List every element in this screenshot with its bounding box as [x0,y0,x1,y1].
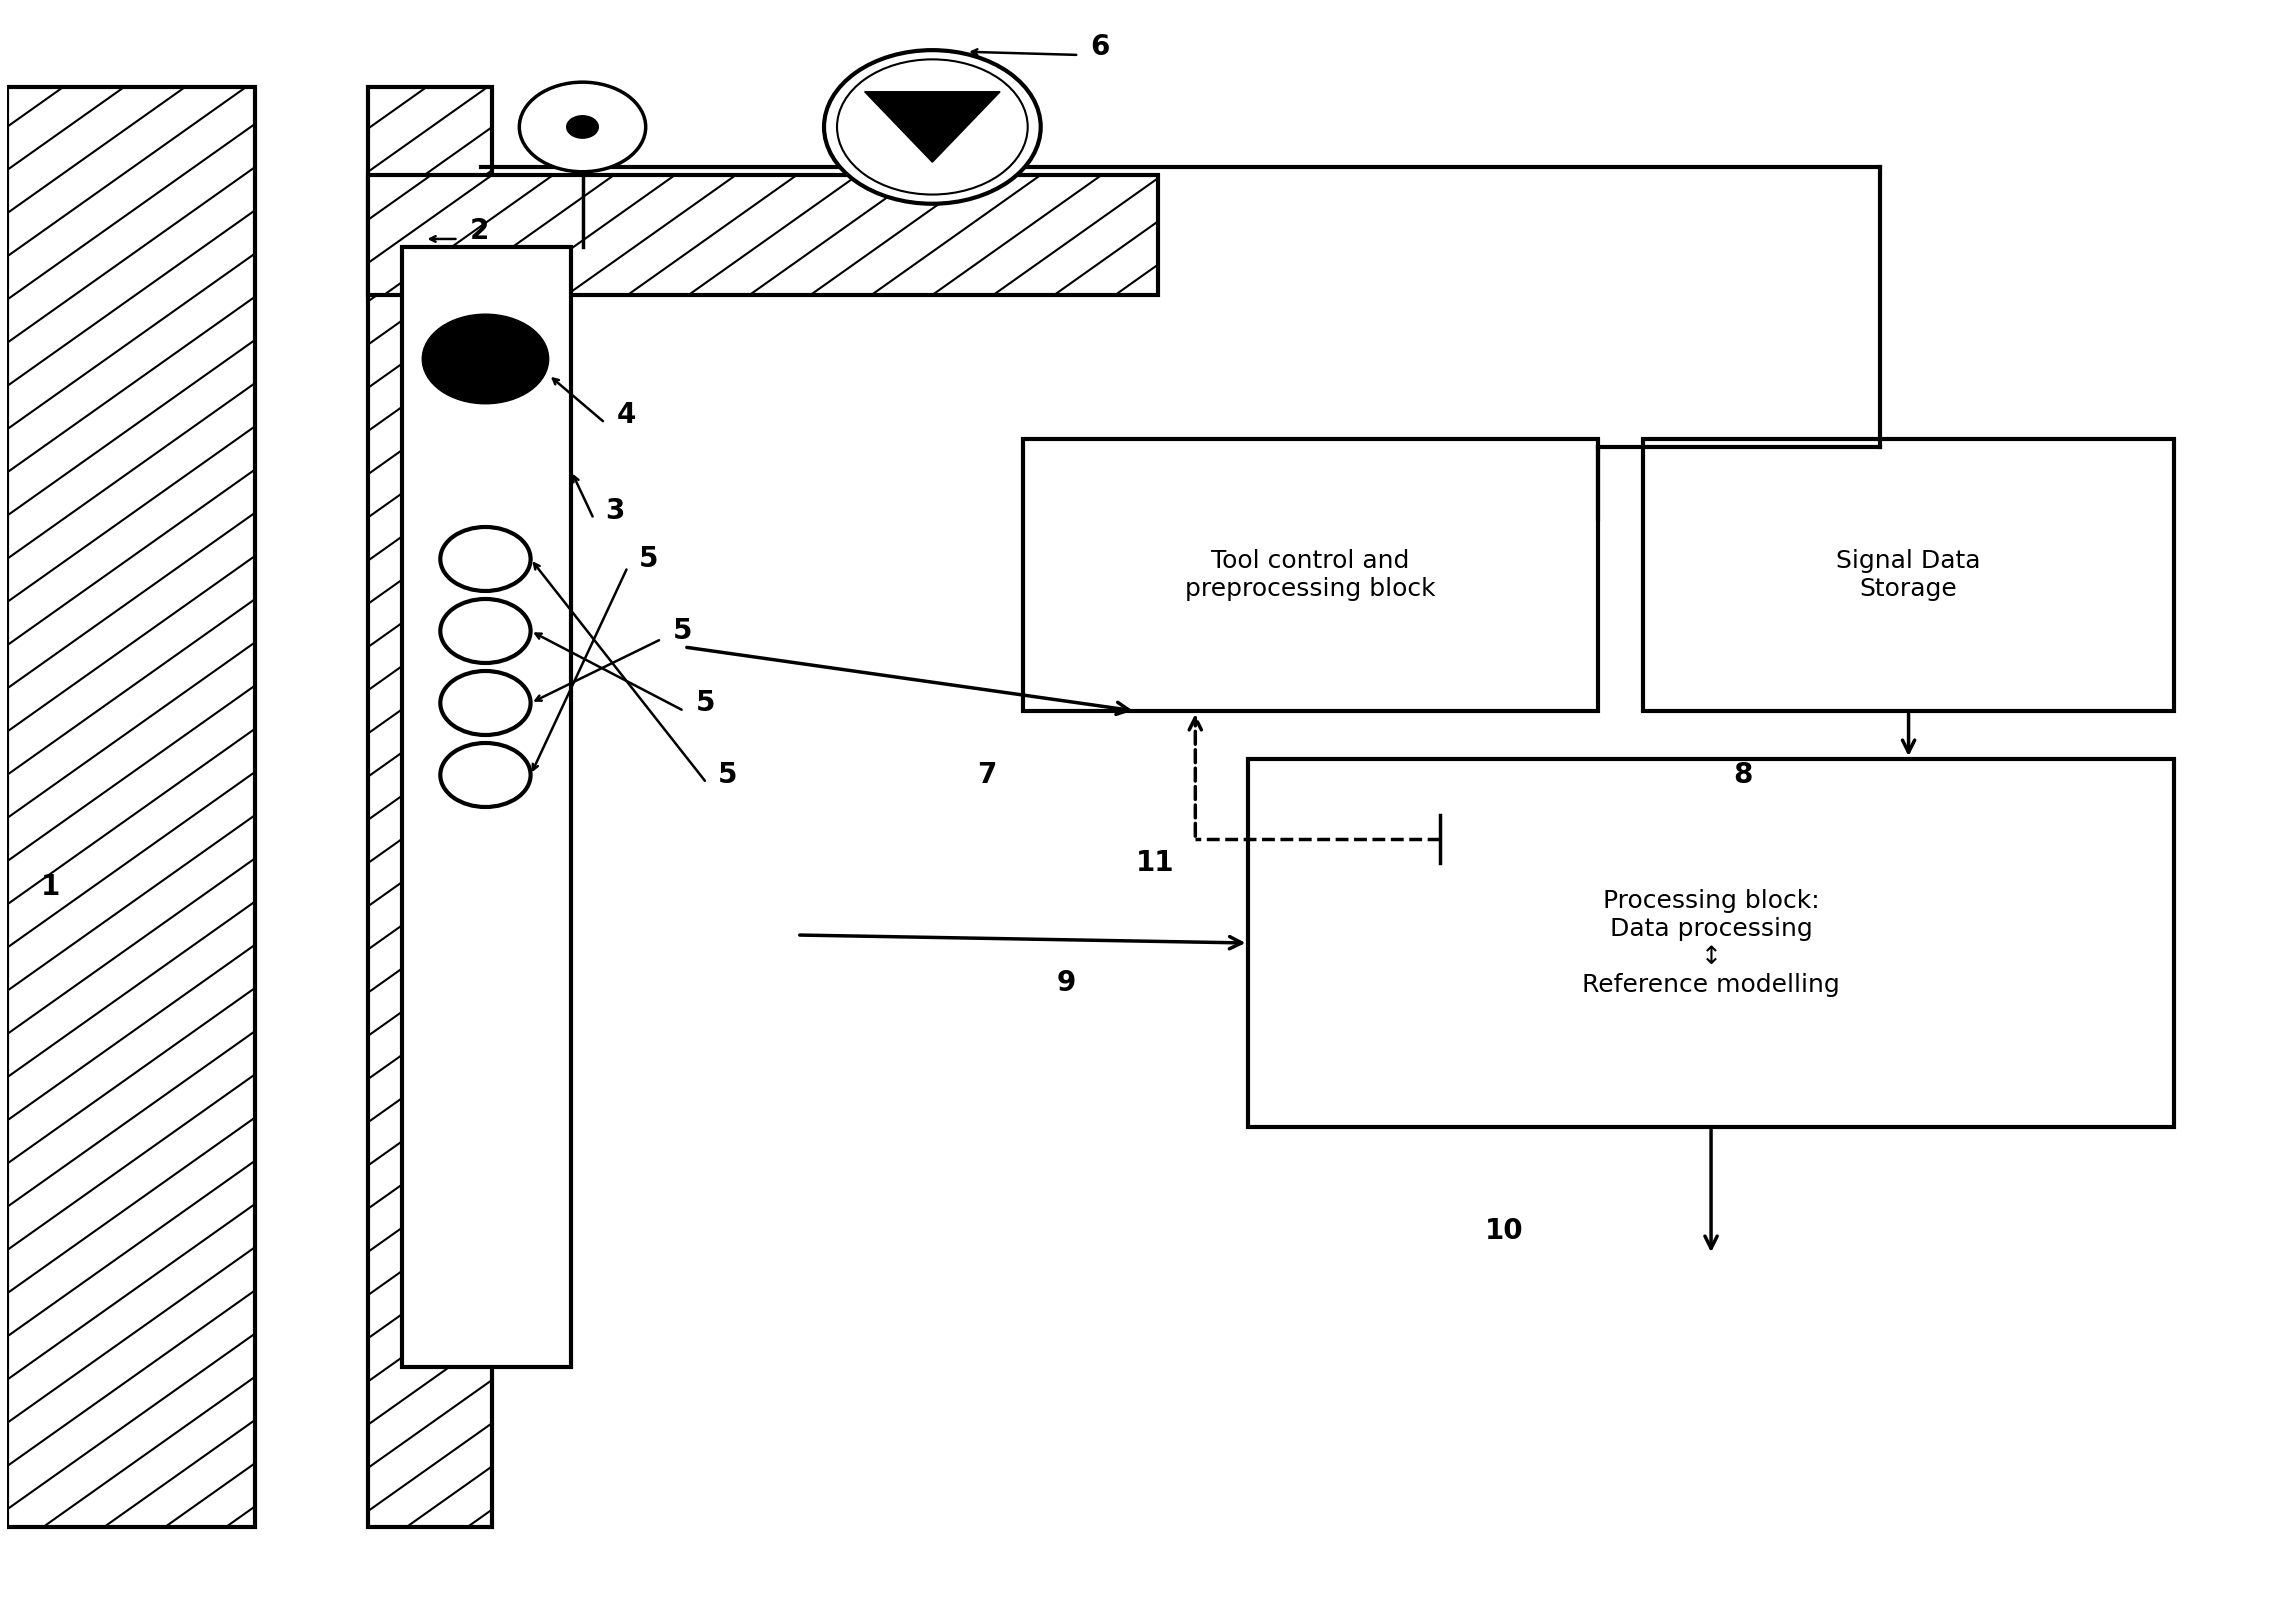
Bar [7,87,254,1527]
Circle shape [441,528,531,591]
Bar [402,247,572,1367]
Text: 5: 5 [638,546,659,573]
Text: Processing block:
Data processing
↕
Reference modelling: Processing block: Data processing ↕ Refe… [1583,889,1840,997]
Text: 3: 3 [604,497,625,525]
Bar [1249,759,2173,1127]
Circle shape [441,671,531,734]
Text: 6: 6 [1090,32,1111,61]
Circle shape [441,742,531,807]
Bar [368,174,1158,295]
Text: 5: 5 [718,760,738,789]
Text: 4: 4 [615,400,636,429]
Circle shape [824,50,1040,203]
Text: 5: 5 [695,689,715,717]
Text: 8: 8 [1733,760,1753,789]
Bar [1644,439,2173,712]
Text: 10: 10 [1485,1217,1524,1244]
Bar [1022,439,1599,712]
Text: Signal Data
Storage: Signal Data Storage [1837,549,1980,600]
Text: 11: 11 [1136,849,1174,876]
Text: 1: 1 [41,873,59,901]
Circle shape [422,315,550,404]
Polygon shape [865,92,999,161]
Text: 2: 2 [470,216,488,245]
Bar [368,87,493,1527]
Text: Tool control and
preprocessing block: Tool control and preprocessing block [1185,549,1435,600]
Circle shape [441,599,531,663]
Circle shape [520,82,645,171]
Text: 9: 9 [1056,968,1076,997]
Text: 7: 7 [977,760,997,789]
Text: 5: 5 [672,617,693,646]
Circle shape [568,116,597,139]
